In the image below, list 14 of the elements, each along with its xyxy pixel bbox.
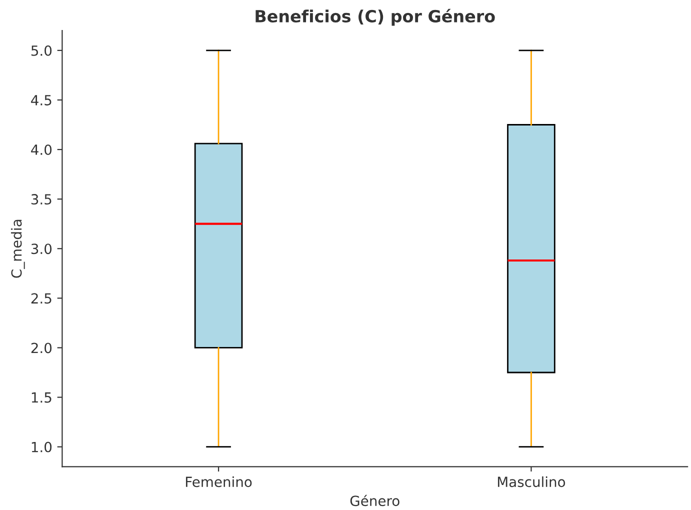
y-tick-label: 5.0 [31,45,52,56]
x-tick-label: Masculino [498,476,566,488]
x-axis-title: Género [350,494,400,506]
y-tick-label: 1.0 [32,442,52,452]
chart-title: Beneficios (C) por Género [256,8,495,26]
y-tick-label: 4.5 [31,95,52,106]
y-tick-label: 4.0 [31,144,52,155]
x-tick-label: Femenino [186,476,252,488]
y-tick-label: 1.5 [32,392,52,403]
y-axis-title: C_media [10,220,25,278]
y-tick-label: 2.5 [31,293,52,304]
y-tick-label: 3.0 [31,244,52,254]
y-tick-label: 2.0 [31,342,52,354]
y-tick-label: 3.5 [31,194,52,205]
